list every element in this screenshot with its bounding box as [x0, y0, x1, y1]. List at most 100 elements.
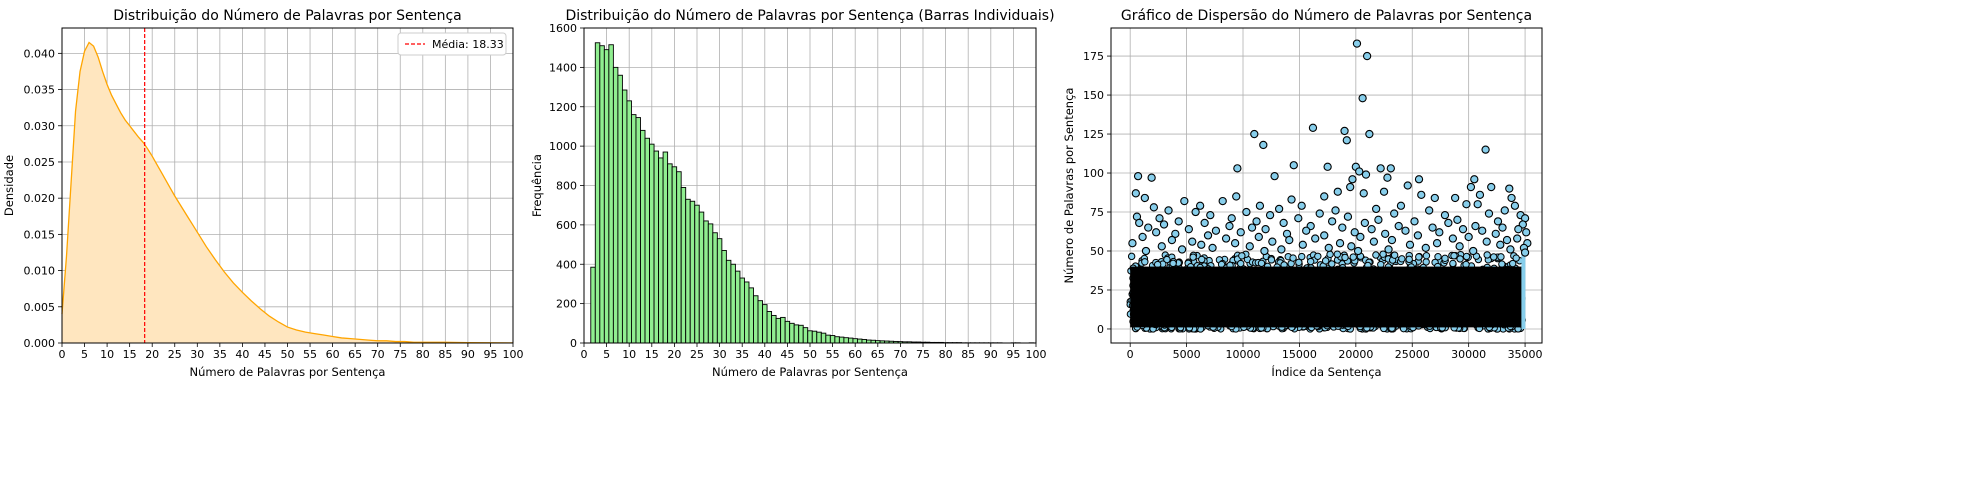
histogram-bar: [653, 150, 660, 344]
histogram-bar: [739, 277, 745, 344]
scatter-point: [1466, 182, 1476, 192]
x-tick-label: 5000: [1173, 348, 1201, 361]
y-tick-label: 0.025: [24, 156, 56, 169]
x-tick-label: 0: [581, 348, 588, 361]
scatter-point: [1191, 207, 1200, 217]
scatter-point: [1157, 242, 1166, 251]
histogram-bar: [838, 336, 845, 344]
scatter-point: [1321, 257, 1330, 265]
histogram-bar: [599, 45, 605, 344]
histogram-bar: [649, 143, 655, 344]
scatter-point: [1475, 190, 1485, 200]
scatter-point: [1298, 252, 1306, 261]
scatter-point: [1320, 231, 1329, 240]
scatter-point: [1449, 259, 1457, 268]
histogram-bar: [703, 220, 709, 344]
x-tick-label: 15000: [1282, 348, 1317, 361]
histogram-bar: [834, 336, 840, 344]
scatter-point: [1430, 193, 1439, 203]
legend: Média: 18.33: [397, 32, 507, 56]
x-tick-label: 25: [168, 348, 182, 361]
histogram-bar: [771, 314, 777, 344]
y-tick-label: 0.020: [24, 192, 56, 205]
x-tick-label: 40: [235, 348, 249, 361]
scatter-point: [1306, 257, 1315, 266]
scatter-point: [1379, 187, 1389, 196]
scatter-point: [1362, 51, 1372, 61]
histogram-bar: [857, 338, 863, 344]
histogram-bar: [734, 270, 741, 344]
scatter-point: [1435, 228, 1444, 237]
y-tick-label: 400: [556, 258, 577, 271]
scatter-point: [1450, 193, 1460, 203]
x-tick-label: 20000: [1338, 348, 1373, 361]
x-tick-label: 90: [984, 348, 998, 361]
y-tick-label: 150: [1083, 89, 1104, 102]
scatter-point: [1257, 259, 1266, 267]
y-tick-label: 75: [1090, 206, 1104, 219]
histogram-bar: [802, 327, 809, 344]
scatter-point: [1343, 212, 1353, 221]
scatter-point: [1247, 223, 1257, 232]
histogram-bar: [843, 337, 849, 344]
scatter-panel: 0 5000 10000 15000 20000 25000 30000 35000 0 25 50…: [1062, 8, 1543, 379]
histogram-bar: [861, 339, 867, 344]
scatter-point: [1349, 253, 1357, 261]
scatter-point: [1361, 170, 1371, 179]
y-tick-label: 600: [556, 219, 577, 232]
histogram-bar: [594, 42, 601, 344]
scatter-point: [1163, 255, 1171, 264]
scatter-point: [1268, 237, 1277, 246]
scatter-point: [1470, 175, 1479, 184]
scatter-point: [1265, 210, 1275, 220]
scatter-point: [1200, 218, 1209, 228]
scatter-point: [1155, 214, 1164, 223]
scatter-point: [1338, 223, 1347, 232]
scatter-point: [1144, 223, 1153, 232]
histogram-bar: [725, 259, 732, 344]
y-tick-label: 200: [556, 298, 577, 311]
scatter-point: [1396, 201, 1406, 210]
x-tick-label: 60: [848, 348, 862, 361]
scatter-point: [1245, 242, 1254, 251]
histogram-bar: [621, 89, 628, 344]
scatter-point: [1232, 192, 1241, 201]
x-tick-label: 0: [1127, 348, 1134, 361]
scatter-point: [1277, 245, 1286, 254]
x-tick-label: 30000: [1451, 348, 1486, 361]
scatter-point: [1326, 250, 1334, 259]
histogram-bar: [798, 324, 804, 344]
scatter-point: [1238, 252, 1246, 260]
scatter-point: [1259, 140, 1268, 150]
histogram-bar: [680, 187, 687, 344]
scatter-point: [1320, 192, 1329, 201]
x-axis-label: Número de Palavras por Sentença: [712, 365, 908, 379]
scatter-point: [1369, 237, 1379, 246]
scatter-point: [1520, 248, 1530, 257]
y-tick-label: 25: [1090, 284, 1104, 297]
histogram-bar: [825, 334, 831, 344]
y-tick-label: 0.000: [24, 337, 56, 350]
scatter-point: [1350, 228, 1359, 237]
scatter-point: [1141, 258, 1149, 266]
y-axis-label: Número de Palavras por Sentença: [1062, 88, 1076, 284]
scatter-point: [1279, 218, 1288, 228]
scatter-point: [1198, 255, 1206, 264]
x-tick-label: 75: [393, 348, 407, 361]
scatter-point: [1417, 190, 1426, 200]
histogram-bar: [698, 211, 705, 344]
scatter-point: [1261, 225, 1270, 234]
x-tick-label: 10: [100, 348, 114, 361]
histogram-bar: [608, 44, 614, 344]
x-tick-label: 80: [939, 348, 953, 361]
x-tick-label: 10000: [1226, 348, 1261, 361]
histogram-bar: [766, 311, 773, 344]
scatter-point: [1250, 129, 1259, 139]
scatter-point: [1242, 207, 1251, 217]
histogram-bar: [816, 331, 822, 344]
dense-core: [1130, 266, 1523, 328]
histogram-bar: [753, 295, 759, 344]
histogram-bar: [694, 204, 700, 344]
scatter-point: [1497, 253, 1505, 261]
y-tick-label: 800: [556, 180, 577, 193]
